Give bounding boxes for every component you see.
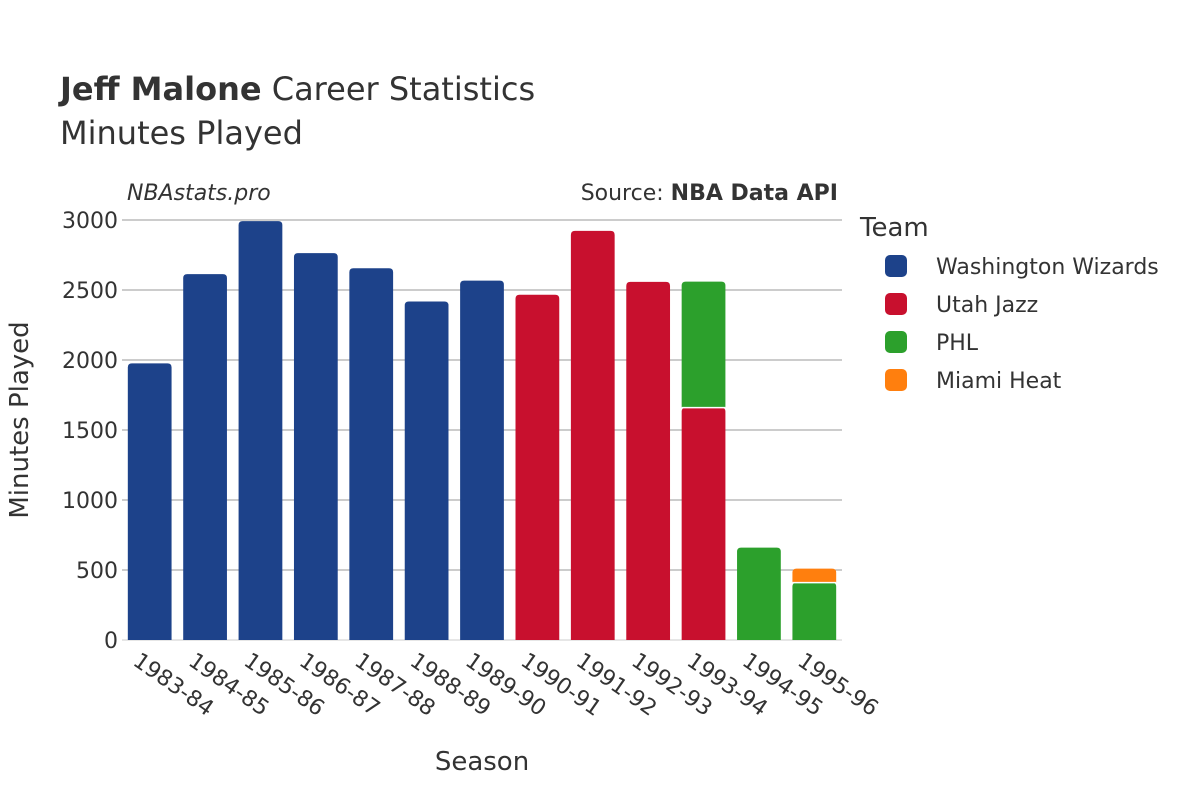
y-tick-label: 2000 (62, 349, 118, 374)
y-tick-label: 1500 (62, 419, 118, 444)
bar-utah-jazz (681, 407, 726, 640)
legend: Team Washington Wizards Utah Jazz PHL Miami… (859, 213, 1159, 394)
legend-label: Washington Wizards (936, 255, 1159, 280)
bar-phl (737, 547, 781, 640)
legend-swatch (885, 293, 907, 315)
x-axis-label: Season (435, 747, 529, 777)
y-tick-label: 500 (76, 559, 118, 584)
watermark: NBAstats.pro (127, 181, 271, 206)
bar-utah-jazz (626, 281, 671, 640)
bar-washington-wizards (460, 280, 504, 640)
y-axis-label: Minutes Played (5, 321, 35, 518)
bar-utah-jazz (515, 294, 560, 640)
chart-subtitle: Minutes Played (60, 114, 303, 152)
bar-phl (681, 281, 726, 408)
bar-washington-wizards (238, 221, 283, 640)
legend-label: Utah Jazz (936, 293, 1038, 318)
bar-washington-wizards (183, 274, 227, 640)
x-axis-ticks: 1983-841984-851985-861986-871987-881988-… (128, 648, 882, 721)
bar-washington-wizards (404, 301, 449, 640)
bar-washington-wizards (349, 268, 394, 640)
legend-swatch (885, 369, 907, 391)
bar-phl (792, 582, 837, 640)
legend-swatch (885, 255, 907, 277)
y-tick-label: 3000 (62, 209, 118, 234)
chart-title: Jeff Malone Career Statistics (58, 70, 535, 108)
source-prefix: Source: (581, 181, 671, 206)
y-tick-label: 0 (104, 629, 118, 654)
source-label: Source: NBA Data API (581, 181, 838, 206)
title-suffix: Career Statistics (262, 70, 536, 108)
legend-title: Team (859, 213, 929, 243)
source-name: NBA Data API (671, 181, 838, 206)
player-name: Jeff Malone (58, 70, 262, 108)
y-axis-ticks: 0 500 1000 1500 2000 2500 3000 (62, 209, 118, 654)
legend-label: Miami Heat (936, 369, 1062, 394)
legend-label: PHL (936, 331, 979, 356)
bar-washington-wizards (127, 363, 172, 640)
y-tick-label: 1000 (62, 489, 118, 514)
bars (127, 221, 837, 641)
y-tick-label: 2500 (62, 279, 118, 304)
bar-washington-wizards (293, 253, 338, 640)
legend-swatch (885, 331, 907, 353)
bar-miami-heat (792, 568, 837, 583)
bar-utah-jazz (570, 230, 615, 641)
